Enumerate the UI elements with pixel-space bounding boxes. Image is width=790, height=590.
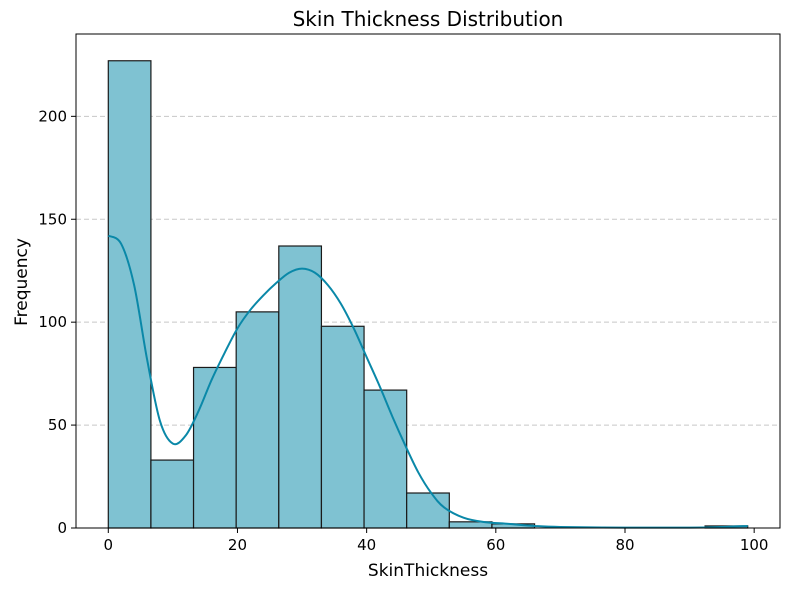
x-tick-label: 60 [486,536,505,554]
histogram-bar [150,459,195,529]
histogram-bar [107,60,152,529]
y-tick-label: 50 [48,416,67,434]
histogram-bar [192,366,237,529]
histogram-bar [363,389,408,529]
y-tick-label: 200 [38,107,67,125]
histogram-bars [107,60,749,529]
kde-curve [107,234,748,529]
y-axis-label: Frequency [12,238,32,326]
histogram-bar [235,311,280,529]
x-axis-label: SkinThickness [368,561,488,581]
x-tick-label: 40 [357,536,376,554]
x-tick-label: 20 [228,536,247,554]
histogram-bar [320,325,365,529]
chart-title: Skin Thickness Distribution [293,7,564,31]
x-tick-label: 0 [104,536,114,554]
y-tick-label: 100 [38,313,67,331]
x-tick-label: 80 [615,536,634,554]
y-axis-ticks: 0 50 100 150 200 [38,107,76,537]
y-tick-label: 150 [38,210,67,228]
y-tick-label: 0 [57,519,67,537]
plot-frame [75,33,781,529]
histogram-bar [278,245,323,529]
x-tick-label: 100 [740,536,769,554]
histogram-bar [406,492,450,529]
x-axis-ticks: 0 20 40 60 80 100 [104,528,769,554]
